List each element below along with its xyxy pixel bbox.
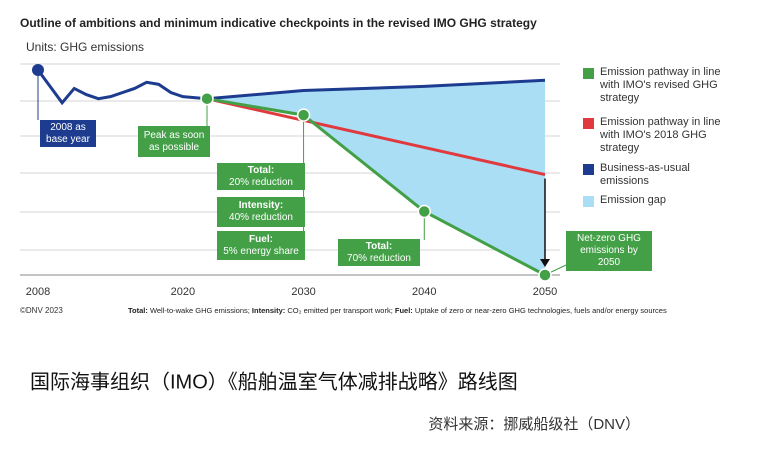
annotation-text: 5% energy share	[223, 245, 299, 257]
annotation-label: Total:	[365, 240, 393, 252]
x-tick-label: 2020	[171, 286, 195, 298]
note-part: Well-to-wake GHG emissions;	[148, 306, 252, 315]
chart-subtitle: Units: GHG emissions	[26, 40, 144, 54]
legend-swatch	[583, 68, 594, 79]
annotation: 2008 as base year	[40, 120, 96, 147]
point	[296, 108, 311, 122]
x-tick-label: 2030	[291, 286, 315, 298]
source: 资料来源：挪威船级社（DNV）	[428, 416, 640, 433]
caption: 国际海事组织（IMO）《船舶温室气体减排战略》路线图	[30, 370, 518, 393]
point	[538, 268, 552, 282]
annotation-text: 40% reduction	[229, 212, 293, 223]
point	[200, 91, 214, 106]
series-line	[36, 69, 546, 106]
note-part: CO₂ emitted per transport work;	[285, 306, 395, 315]
note-part: Fuel:	[395, 306, 413, 315]
annotation: Total: 70% reduction	[338, 239, 420, 266]
note: Total: Well-to-wake GHG emissions; Inten…	[128, 306, 667, 315]
annotation-text: 20% reduction	[229, 176, 293, 188]
annotation-text: Peak as soon as possible	[143, 129, 205, 153]
legend-label: Emission pathway in line with IMO's revi…	[600, 66, 721, 104]
emission-gap	[207, 80, 545, 275]
annotation: Peak as soon as possible	[138, 126, 210, 157]
x-tick-label: 2040	[412, 286, 436, 298]
x-tick-label: 2008	[26, 286, 50, 298]
legend-swatch	[583, 164, 594, 175]
point	[32, 64, 44, 76]
note-part: Total:	[128, 306, 148, 315]
chart-title: Outline of ambitions and minimum indicat…	[20, 16, 537, 30]
annotation: Net-zero GHG emissions by 2050	[566, 231, 652, 271]
note-part: Uptake of zero or near-zero GHG technolo…	[413, 306, 667, 315]
gap-arrow-head	[540, 259, 550, 267]
note-part: Intensity:	[252, 306, 285, 315]
legend-swatch	[583, 196, 594, 207]
annotation-text: Net-zero GHG emissions by 2050	[577, 233, 641, 268]
x-tick-label: 2050	[533, 286, 557, 298]
legend-swatch	[583, 118, 594, 129]
annotation-text: 70% reduction	[347, 252, 411, 264]
annotation: Fuel: 5% energy share	[217, 231, 305, 260]
annotation-label: Total:	[247, 164, 275, 176]
annotation: Intensity: 40% reduction	[217, 197, 305, 227]
legend-label: Business-as-usual emissions	[600, 162, 690, 187]
credit: ©DNV 2023	[20, 306, 63, 315]
series-line	[206, 97, 546, 177]
annotation-label: Intensity:	[238, 200, 284, 211]
legend-label: Emission pathway in line with IMO's 2018…	[600, 116, 721, 154]
annotation: Total: 20% reduction	[217, 163, 305, 190]
annotation-label: Fuel:	[249, 233, 273, 245]
annotation-text: 2008 as base year	[46, 121, 90, 145]
series-line	[206, 97, 546, 277]
point	[417, 204, 432, 219]
legend-label: Emission gap	[600, 194, 667, 206]
